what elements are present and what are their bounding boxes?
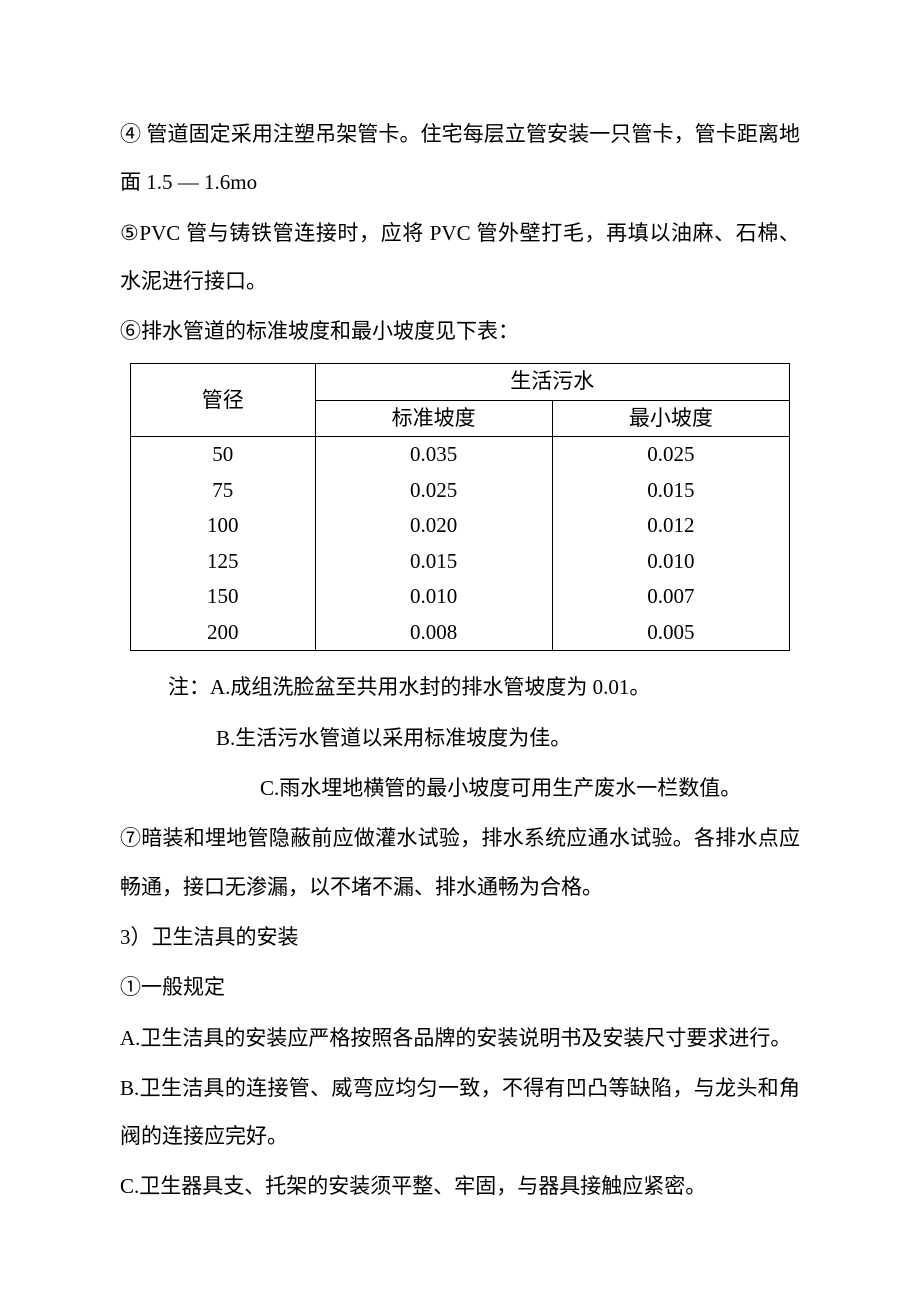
- cell-min: 0.005: [552, 615, 789, 651]
- paragraph-7: ⑦暗装和埋地管隐蔽前应做灌水试验，排水系统应通水试验。各排水点应畅通，接口无渗漏…: [120, 814, 800, 911]
- table-row: 200 0.008 0.005: [131, 615, 790, 651]
- table-row: 125 0.015 0.010: [131, 544, 790, 580]
- note-b: B.生活污水管道以采用标准坡度为佳。: [120, 714, 800, 762]
- cell-min: 0.025: [552, 437, 789, 473]
- cell-standard: 0.025: [315, 473, 552, 509]
- cell-min: 0.012: [552, 508, 789, 544]
- table-row: 100 0.020 0.012: [131, 508, 790, 544]
- table-header-row-1: 管径 生活污水: [131, 364, 790, 401]
- cell-diameter: 75: [131, 473, 316, 509]
- slope-table: 管径 生活污水 标准坡度 最小坡度 50 0.035 0.025 75 0.02…: [130, 363, 790, 651]
- slope-table-wrapper: 管径 生活污水 标准坡度 最小坡度 50 0.035 0.025 75 0.02…: [120, 363, 800, 651]
- cell-diameter: 150: [131, 579, 316, 615]
- header-sewage: 生活污水: [315, 364, 789, 401]
- paragraph-a: A.卫生洁具的安装应严格按照各品牌的安装说明书及安装尺寸要求进行。: [120, 1014, 800, 1062]
- paragraph-c: C.卫生器具支、托架的安装须平整、牢固，与器具接触应紧密。: [120, 1162, 800, 1210]
- note-c: C.雨水埋地横管的最小坡度可用生产废水一栏数值。: [120, 764, 800, 812]
- paragraph-5: ⑤PVC 管与铸铁管连接时，应将 PVC 管外壁打毛，再填以油麻、石棉、水泥进行…: [120, 209, 800, 306]
- paragraph-section-3: 3）卫生洁具的安装: [120, 913, 800, 961]
- table-row: 75 0.025 0.015: [131, 473, 790, 509]
- cell-diameter: 100: [131, 508, 316, 544]
- paragraph-4: ④ 管道固定采用注塑吊架管卡。住宅每层立管安装一只管卡，管卡距离地面 1.5 —…: [120, 110, 800, 207]
- cell-standard: 0.010: [315, 579, 552, 615]
- cell-diameter: 200: [131, 615, 316, 651]
- cell-min: 0.015: [552, 473, 789, 509]
- cell-min: 0.010: [552, 544, 789, 580]
- cell-diameter: 125: [131, 544, 316, 580]
- cell-diameter: 50: [131, 437, 316, 473]
- header-diameter: 管径: [131, 364, 316, 437]
- paragraph-sub-1: ①一般规定: [120, 963, 800, 1011]
- header-min-slope: 最小坡度: [552, 400, 789, 437]
- header-standard-slope: 标准坡度: [315, 400, 552, 437]
- cell-standard: 0.015: [315, 544, 552, 580]
- table-row: 50 0.035 0.025: [131, 437, 790, 473]
- cell-standard: 0.008: [315, 615, 552, 651]
- cell-min: 0.007: [552, 579, 789, 615]
- table-row: 150 0.010 0.007: [131, 579, 790, 615]
- paragraph-b: B.卫生洁具的连接管、威弯应均匀一致，不得有凹凸等缺陷，与龙头和角阀的连接应完好…: [120, 1064, 800, 1161]
- paragraph-6: ⑥排水管道的标准坡度和最小坡度见下表：: [120, 307, 800, 355]
- cell-standard: 0.035: [315, 437, 552, 473]
- note-a: 注：A.成组洗脸盆至共用水封的排水管坡度为 0.01。: [120, 663, 800, 711]
- cell-standard: 0.020: [315, 508, 552, 544]
